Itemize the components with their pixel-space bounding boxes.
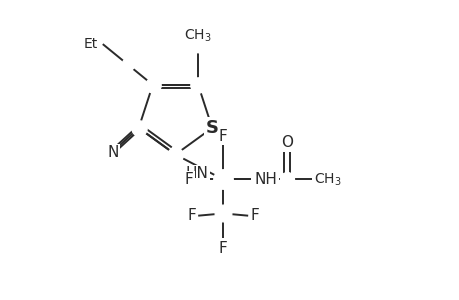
Text: F: F bbox=[187, 208, 196, 223]
Text: F: F bbox=[250, 208, 258, 223]
Text: HN: HN bbox=[185, 167, 208, 182]
Text: N: N bbox=[107, 145, 119, 160]
Text: Et: Et bbox=[84, 37, 98, 51]
Text: S: S bbox=[205, 119, 218, 137]
Text: F: F bbox=[218, 241, 227, 256]
Text: F: F bbox=[185, 172, 193, 187]
Text: CH$_3$: CH$_3$ bbox=[313, 171, 341, 188]
Text: CH$_3$: CH$_3$ bbox=[184, 28, 212, 44]
Text: NH: NH bbox=[254, 172, 277, 187]
Text: F: F bbox=[218, 129, 227, 144]
Text: F: F bbox=[252, 172, 261, 187]
Text: O: O bbox=[280, 136, 292, 151]
